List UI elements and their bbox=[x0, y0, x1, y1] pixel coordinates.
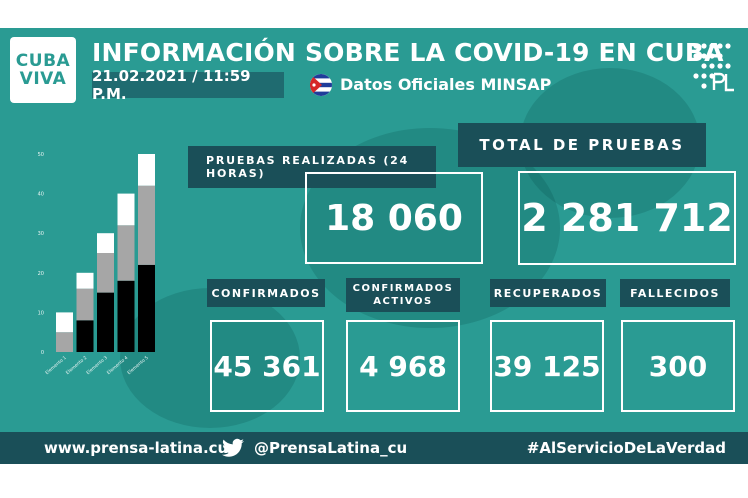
data-source: Datos Oficiales MINSAP bbox=[340, 75, 552, 94]
bar-segment bbox=[76, 288, 94, 321]
recuperados-value: 39 125 bbox=[490, 320, 604, 412]
bar-segment bbox=[117, 225, 135, 281]
bar-segment bbox=[138, 185, 155, 265]
confirmados-activos-value: 4 968 bbox=[346, 320, 460, 412]
logo-line1: CUBA bbox=[15, 51, 71, 71]
fallecidos-label: FALLECIDOS bbox=[620, 279, 730, 307]
x-tick-label: Elemento 4 bbox=[106, 355, 130, 376]
bar-segment bbox=[56, 312, 73, 333]
website-link[interactable]: www.prensa-latina.cu bbox=[44, 439, 229, 457]
x-tick-label: Elemento 2 bbox=[65, 355, 89, 376]
y-tick-label: 0 bbox=[41, 350, 44, 356]
y-tick-label: 10 bbox=[38, 310, 44, 316]
footer-bar: www.prensa-latina.cu @PrensaLatina_cu #A… bbox=[0, 432, 748, 464]
page-title: INFORMACIÓN SOBRE LA COVID-19 EN CUBA bbox=[92, 38, 724, 67]
prensa-latina-logo-icon bbox=[690, 40, 738, 94]
y-tick-label: 40 bbox=[38, 192, 44, 198]
twitter-handle[interactable]: @PrensaLatina_cu bbox=[254, 439, 408, 457]
logo-line2: VIVA bbox=[19, 69, 67, 89]
infographic-card: CUBA VIVA INFORMACIÓN SOBRE LA COVID-19 … bbox=[0, 28, 748, 464]
hashtag: #AlServicioDeLaVerdad bbox=[526, 439, 726, 457]
cuba-flag-icon bbox=[310, 74, 332, 96]
fallecidos-value: 300 bbox=[621, 320, 735, 412]
twitter-bird-icon bbox=[222, 438, 244, 458]
confirmados-value: 45 361 bbox=[210, 320, 324, 412]
bar-segment bbox=[97, 292, 114, 352]
y-tick-label: 30 bbox=[38, 231, 44, 237]
bar-segment bbox=[76, 272, 94, 289]
bar-segment bbox=[138, 154, 155, 186]
recuperados-label: RECUPERADOS bbox=[490, 279, 606, 307]
x-tick-label: Elemento 3 bbox=[85, 355, 109, 376]
cuba-viva-logo: CUBA VIVA bbox=[10, 37, 76, 103]
bar-segment bbox=[97, 233, 114, 253]
bar-segment bbox=[117, 280, 135, 352]
pruebas-realizadas-value: 18 060 bbox=[305, 172, 483, 264]
bar-segment bbox=[117, 193, 135, 226]
total-pruebas-label: TOTAL DE PRUEBAS bbox=[458, 123, 706, 167]
bar-segment bbox=[56, 332, 73, 352]
total-pruebas-value: 2 281 712 bbox=[518, 171, 736, 265]
confirmados-label: CONFIRMADOS bbox=[207, 279, 325, 307]
x-tick-label: Elemento 5 bbox=[126, 355, 150, 376]
bar-segment bbox=[76, 320, 94, 352]
pruebas-realizadas-label: PRUEBAS REALIZADAS (24 HORAS) bbox=[188, 146, 436, 188]
y-tick-label: 50 bbox=[38, 152, 44, 158]
confirmados-activos-label: CONFIRMADOS ACTIVOS bbox=[346, 278, 460, 312]
date-badge: 21.02.2021 / 11:59 P.M. bbox=[92, 67, 284, 103]
y-tick-label: 20 bbox=[38, 271, 44, 277]
bar-segment bbox=[138, 264, 155, 352]
x-tick-label: Elemento 1 bbox=[44, 355, 68, 376]
bar-segment bbox=[97, 253, 114, 293]
